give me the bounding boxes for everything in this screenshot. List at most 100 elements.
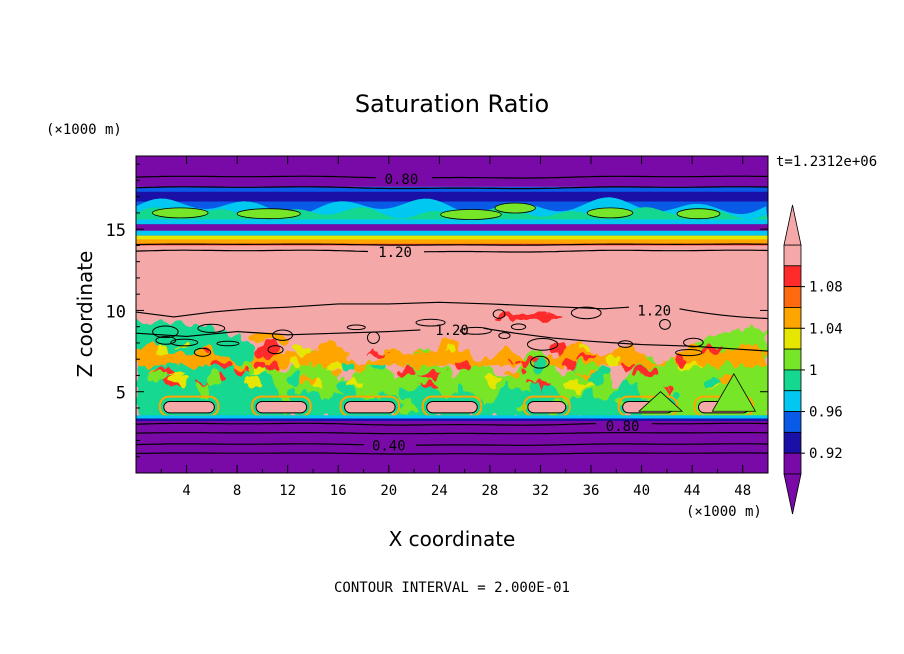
- x-tick-label: 16: [330, 483, 347, 499]
- supersat-blob: [292, 343, 311, 355]
- lower-cell: [331, 386, 343, 396]
- band-upper-navy: [136, 191, 768, 202]
- streak-red: [495, 311, 560, 322]
- contour-field: [136, 156, 768, 473]
- contour-loop: [170, 338, 199, 347]
- contour-label: 0.80: [606, 419, 640, 435]
- contour-line: [136, 452, 768, 455]
- lower-cell: [399, 402, 416, 414]
- x-tick-label: 20: [380, 483, 397, 499]
- chart-title: Saturation Ratio: [355, 90, 549, 118]
- supersat-blob: [396, 366, 420, 376]
- supersat-blob: [522, 366, 531, 373]
- base-navy-strip: [136, 418, 768, 421]
- lower-cell: [414, 375, 429, 384]
- contour-line: [136, 175, 768, 179]
- contour-loop: [675, 349, 703, 357]
- upper-moist-patch: [676, 208, 721, 220]
- lower-cell: [345, 390, 353, 400]
- supersat-blob: [412, 352, 432, 358]
- x-axis-label: X coordinate: [389, 527, 516, 551]
- contour-line: [136, 329, 421, 338]
- lower-cell: [243, 361, 253, 378]
- x-tick-label: 48: [734, 483, 751, 499]
- contour-label: 0.80: [385, 172, 419, 188]
- colorbar-extend-min: [783, 473, 802, 515]
- contour-line: [136, 186, 768, 190]
- lower-cell: [664, 360, 674, 375]
- y-tick-label: 15: [106, 221, 126, 241]
- colorbar-swatch: [783, 411, 802, 433]
- upper-moist-patch: [586, 207, 634, 219]
- upper-moist-patch: [494, 202, 536, 214]
- supersat-blob: [565, 357, 575, 370]
- supersat-blob: [189, 351, 201, 364]
- base-cyan-strip: [136, 415, 768, 419]
- lower-cell: [589, 372, 603, 387]
- supersat-blob: [561, 381, 584, 392]
- band-upper-purple-strip: [136, 224, 768, 231]
- supersat-blob: [253, 359, 265, 370]
- x-tick-label: 8: [233, 483, 241, 499]
- lower-cell: [144, 399, 156, 414]
- colorbar-extend-max: [783, 204, 802, 246]
- colorbar-swatch: [783, 452, 802, 475]
- supersat-blob: [315, 378, 322, 389]
- supersat-blob: [552, 344, 565, 355]
- contour-line: [136, 422, 768, 426]
- upper-moist-patch: [152, 207, 209, 219]
- lower-cell: [597, 367, 610, 378]
- y-axis-label: Z coordinate: [73, 251, 97, 378]
- x-tick-label: 44: [684, 483, 701, 499]
- contour-loop: [659, 318, 671, 330]
- supersat-blob: [633, 366, 654, 376]
- supersat-blob: [576, 355, 599, 360]
- lower-cell: [371, 363, 387, 371]
- colorbar-swatch: [783, 265, 802, 288]
- x-tick-label: 12: [279, 483, 296, 499]
- supersat-blob: [210, 360, 232, 368]
- contour-loop: [415, 318, 446, 327]
- contour-line: [136, 443, 768, 446]
- colorbar-label: 0.92: [809, 446, 843, 462]
- lower-cell: [287, 373, 299, 386]
- colorbar-swatch: [783, 431, 802, 454]
- contour-line: [136, 243, 768, 246]
- contour-loop: [197, 323, 226, 333]
- contour-label: 1.20: [637, 303, 671, 319]
- supersat-blob: [220, 373, 229, 380]
- contour-interval-footer: CONTOUR INTERVAL = 2.000E-01: [334, 580, 570, 596]
- cloud-peak: [638, 391, 684, 412]
- contour-loop: [530, 355, 550, 369]
- bubble-pocket: [426, 400, 478, 414]
- colorbar-label: 0.96: [809, 405, 843, 421]
- supersat-blob: [672, 356, 688, 366]
- supersat-blob: [256, 344, 281, 356]
- lower-cell: [575, 360, 592, 377]
- x-tick-label: 32: [532, 483, 549, 499]
- contour-loop: [510, 323, 527, 331]
- time-label: t=1.2312e+06: [776, 154, 877, 170]
- contour-loop: [155, 336, 177, 345]
- upper-moist-patch: [236, 208, 301, 220]
- colorbar-swatch: [783, 286, 802, 308]
- contour-loop: [526, 338, 559, 351]
- contour-line: [679, 308, 768, 320]
- x-tick-label: 28: [481, 483, 498, 499]
- lower-cell: [197, 382, 208, 400]
- contour-label: 0.40: [372, 438, 406, 454]
- supersat-blob: [420, 381, 437, 387]
- plot-frame: [135, 155, 769, 474]
- lower-cell: [652, 384, 669, 396]
- band-orange-strip: [136, 239, 768, 244]
- supersat-blob: [509, 359, 520, 365]
- contour-loop: [216, 340, 240, 347]
- x-tick-label: 40: [633, 483, 650, 499]
- lower-cell: [341, 361, 354, 374]
- y-unit-label: (×1000 m): [46, 122, 122, 138]
- colorbar-swatch: [783, 307, 802, 329]
- supersat-blob: [201, 348, 210, 355]
- colorbar-label: 1: [809, 363, 817, 379]
